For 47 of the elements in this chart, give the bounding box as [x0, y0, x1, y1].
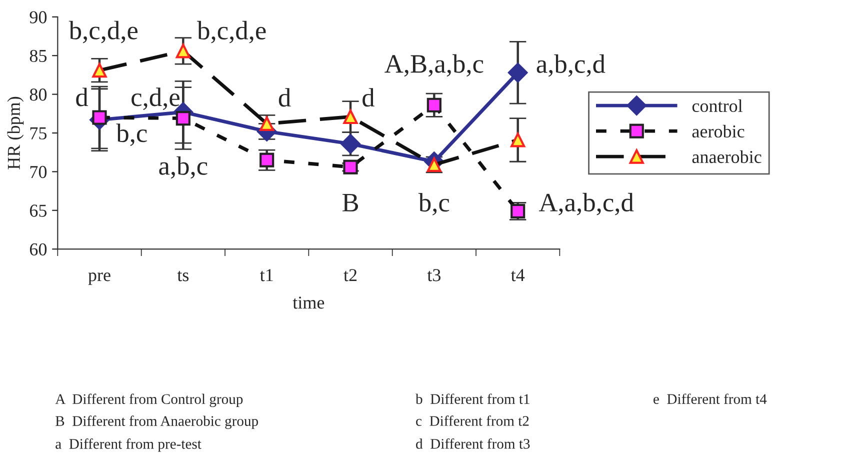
annotation: d: [76, 88, 88, 106]
annotation: A,a,b,c,d: [538, 192, 634, 216]
y-tick-label: 70: [30, 166, 47, 178]
point: [176, 110, 190, 126]
annotation: b,c: [116, 124, 147, 146]
annotation: c,d,e: [132, 88, 180, 110]
y-tick-label: 75: [30, 127, 47, 140]
x-axis-title: time: [292, 296, 324, 309]
point: [260, 152, 274, 168]
text: d Different from t3: [416, 438, 530, 449]
y-tick-label: 85: [30, 50, 47, 62]
x-tick-label: t2: [344, 269, 357, 282]
point: [92, 63, 107, 78]
point: [508, 62, 528, 83]
text: a Different from pre-test: [56, 438, 202, 452]
annotation: b,c,d,e: [68, 20, 138, 44]
annotation: a,b,c: [159, 156, 208, 179]
text: e Different from t4: [654, 394, 767, 404]
y-axis-title: HR (bpm): [7, 96, 24, 170]
point: [343, 160, 358, 174]
annotation: b,c,d,e: [197, 20, 266, 44]
annotation: d: [278, 88, 291, 107]
text: A Different from Control group: [55, 394, 243, 408]
x-tick-label: pre: [88, 272, 110, 285]
annotation: b,c: [418, 193, 450, 216]
annotation: d: [362, 88, 374, 107]
x-tick-label: t1: [260, 269, 273, 282]
legend-label: aerobic: [692, 124, 744, 138]
point: [426, 98, 442, 112]
annotation: a,b,c,d: [536, 54, 606, 77]
y-tick-label: 80: [30, 88, 47, 101]
point: [510, 132, 526, 148]
text: b Different from t1: [416, 394, 530, 404]
y-tick-label: 65: [30, 204, 47, 217]
x-tick-label: ts: [177, 270, 189, 282]
text: c Different from t2: [416, 416, 529, 426]
y-tick-label: 60: [30, 243, 47, 256]
point: [343, 109, 358, 124]
legend-label: anaerobic: [692, 150, 762, 164]
x-tick-label: t3: [427, 269, 440, 282]
annotation: A,B,a,b,c: [384, 54, 484, 77]
x-tick-label: t4: [511, 269, 525, 282]
annotation: B: [342, 194, 358, 212]
text: B Different from Anaerobic group: [56, 416, 258, 429]
point: [176, 44, 190, 58]
y-tick-label: 90: [30, 11, 47, 24]
legend-label: control: [692, 99, 742, 112]
